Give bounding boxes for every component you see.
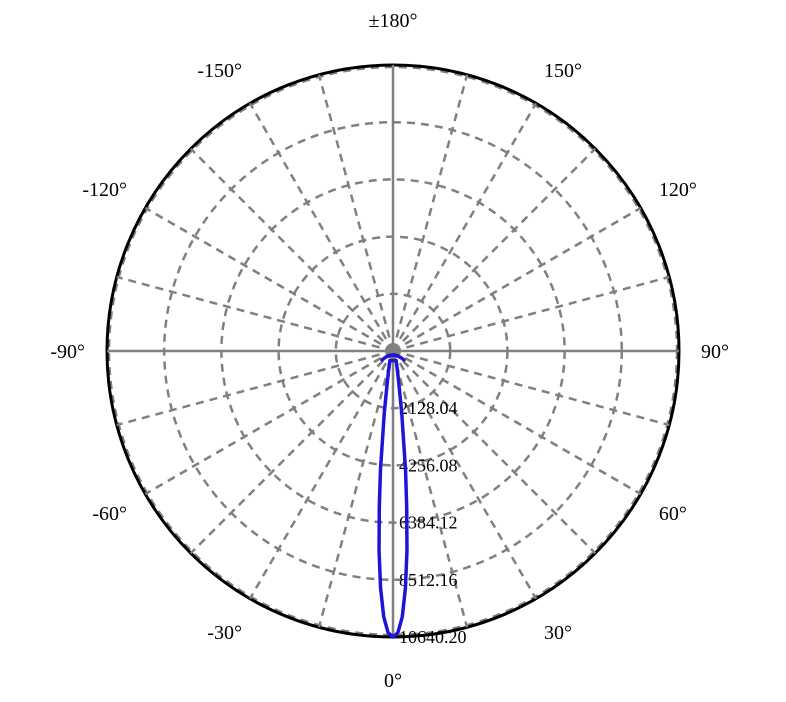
- angle-label: 150°: [544, 60, 582, 82]
- angle-label: 120°: [659, 179, 697, 201]
- radial-label: 4256.08: [399, 455, 458, 475]
- angle-label: 30°: [544, 622, 572, 644]
- polar-chart: 0° 30° 60° 90° 120° 150° ±180° -150° -120° -90° -6…: [0, 0, 786, 702]
- angle-label: ±180°: [369, 10, 418, 32]
- angle-label: -90°: [50, 341, 85, 363]
- radial-label: 10640.20: [399, 627, 467, 647]
- angle-label: -60°: [92, 503, 127, 525]
- angle-label: 90°: [701, 341, 729, 363]
- angle-label: 0°: [384, 670, 402, 692]
- radial-label: 2128.04: [399, 398, 458, 418]
- polar-svg: 0° 30° 60° 90° 120° 150° ±180° -150° -120° -90° -6…: [0, 0, 786, 702]
- angle-label: -120°: [82, 179, 127, 201]
- angle-label: -150°: [197, 60, 242, 82]
- angle-label: -30°: [207, 622, 242, 644]
- angle-label: 60°: [659, 503, 687, 525]
